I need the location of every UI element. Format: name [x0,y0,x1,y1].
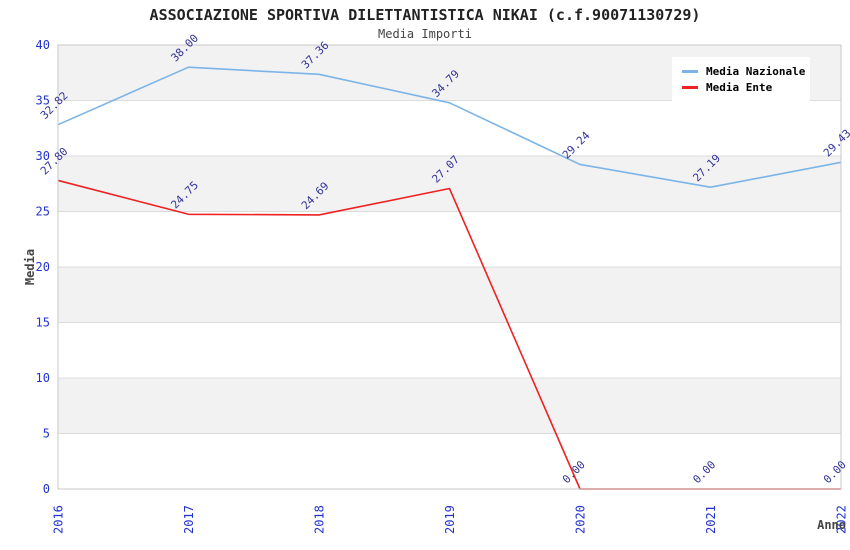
legend: Media Nazionale Media Ente [672,57,810,101]
x-tick-label: 2020 [574,505,588,534]
y-tick-label: 0 [43,482,50,496]
x-tick-label: 2021 [704,505,718,534]
legend-item-media-ente: Media Ente [682,80,800,95]
y-tick-label: 15 [36,316,50,330]
chart-title: ASSOCIAZIONE SPORTIVA DILETTANTISTICA NI… [149,6,701,24]
x-tick-label: 2019 [443,505,457,534]
plot-band [58,378,841,434]
legend-label-media-nazionale: Media Nazionale [706,65,806,78]
y-tick-label: 10 [36,371,50,385]
legend-item-media-nazionale: Media Nazionale [682,64,805,79]
x-tick-label: 2022 [835,505,849,534]
y-axis-title: Media [23,249,37,285]
y-tick-label: 40 [36,38,50,52]
plot-band [58,433,841,489]
x-tick-label: 2016 [52,505,66,534]
x-tick-label: 2018 [313,505,327,534]
legend-label-media-ente: Media Ente [706,81,773,94]
series-line-media-nazionale [57,66,842,188]
plot-band [58,322,841,378]
legend-swatch-media-ente [682,86,698,89]
y-tick-label: 5 [43,427,50,441]
legend-swatch-media-nazionale [682,70,698,73]
plot-border [57,44,842,490]
x-tick-label: 2017 [182,505,196,534]
y-tick-label: 30 [36,149,50,163]
y-tick-label: 35 [36,94,50,108]
y-tick-label: 20 [36,260,50,274]
chart-subtitle: Media Importi [378,27,472,41]
y-tick-label: 25 [36,205,50,219]
x-axis-title: Anno [817,518,846,532]
plot-band [58,267,841,323]
plot-band [58,211,841,267]
plot-band [58,156,841,212]
plot-band [58,100,841,156]
